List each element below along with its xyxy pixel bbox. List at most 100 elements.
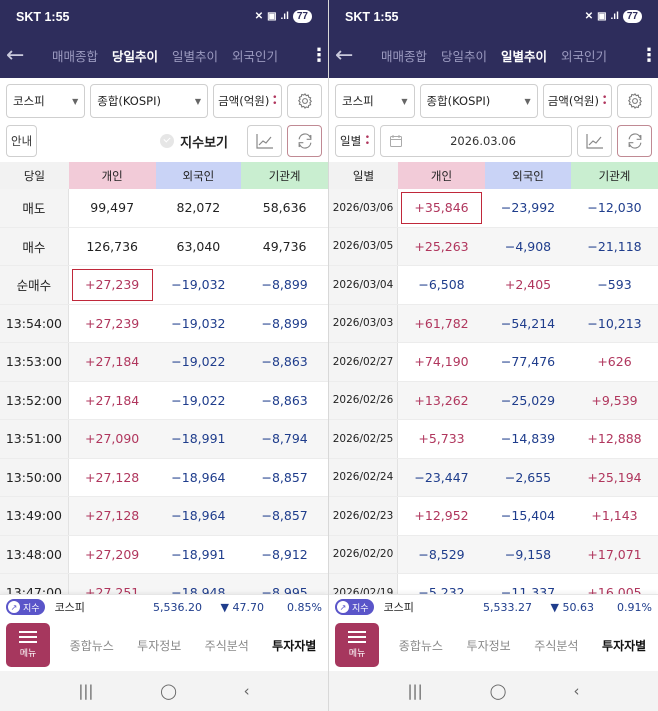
unit-select[interactable]: 금액(억원) • • [213, 84, 283, 118]
guide-button[interactable]: 안내 [6, 125, 38, 157]
cell-institution: 49,736 [262, 238, 307, 254]
bottom-tab-by-investor[interactable]: 투자자별 [272, 638, 317, 653]
more-vertical-icon[interactable]: ⋮ [640, 44, 658, 66]
cell-institution: −10,213 [571, 304, 658, 342]
menu-label: 메뉴 [19, 649, 37, 659]
table-row: 2026/03/04 −6,508 +2,405 −593 [329, 266, 658, 305]
ticker-change: ▼ 47.70 [220, 600, 264, 614]
top-nav: ← 매매종합 당일추이 일별추이 외국인기 ⋮ [0, 33, 328, 78]
tab-trading-summary[interactable]: 매매종합 [381, 49, 428, 64]
chart-button[interactable] [577, 125, 612, 157]
line-chart-icon [585, 134, 603, 149]
table-row: 13:49:00 +27,128 −18,964 −8,857 [0, 497, 328, 536]
ticker-price: 5,536.20 [153, 600, 202, 614]
cell-individual: +74,190 [414, 354, 469, 370]
chevron-down-icon: ▼ [194, 96, 202, 106]
show-index-toggle[interactable]: 지수보기 [160, 132, 228, 151]
chevron-down-icon: ▼ [401, 96, 408, 106]
cell-institution: −593 [597, 277, 632, 293]
settings-button[interactable] [617, 84, 652, 118]
bottom-tab-stock-analysis[interactable]: 주식분석 [534, 638, 579, 653]
index-select[interactable]: 종합(KOSPI) ▼ [419, 84, 538, 118]
cell-foreign: +2,405 [504, 277, 552, 293]
filter-controls: 코스피 ▼ 종합(KOSPI) ▼ 금액(억원) • • 일별 • • [329, 78, 658, 158]
table-row: 2026/02/20 −8,529 −9,158 +17,071 [329, 535, 658, 574]
tab-foreign-popular[interactable]: 외국인기 [561, 49, 608, 64]
row-time: 13:51:00 [0, 420, 69, 458]
unit-select[interactable]: 금액(억원) • • [542, 84, 613, 118]
unit-select-value: 금액(억원) [547, 94, 599, 108]
system-back-icon[interactable]: ‹ [243, 682, 250, 700]
cell-individual: −6,508 [418, 277, 465, 293]
cell-individual: +27,090 [68, 420, 156, 458]
back-arrow-icon[interactable]: ← [335, 42, 354, 68]
cell-institution: −8,863 [241, 343, 328, 381]
market-select[interactable]: 코스피 ▼ [6, 84, 86, 118]
table-row: 13:50:00 +27,128 −18,964 −8,857 [0, 458, 328, 497]
period-select[interactable]: 일별 • • [335, 125, 375, 157]
cell-foreign: −19,022 [171, 392, 226, 408]
settings-button[interactable] [287, 84, 322, 118]
index-ticker[interactable]: ↗ 지수 코스피 5,536.20 ▼ 47.70 0.85% [0, 594, 328, 619]
cell-individual: 126,736 [86, 238, 139, 254]
row-time: 13:49:00 [0, 497, 69, 535]
row-date: 2026/03/06 [329, 189, 398, 227]
home-icon[interactable]: ◯ [160, 682, 177, 700]
cell-individual: +27,128 [85, 469, 140, 485]
bottom-nav: 메뉴 종합뉴스 투자정보 주식분석 투자자별 [329, 619, 658, 671]
battery-icon: 77 [622, 10, 642, 23]
index-ticker[interactable]: ↗ 지수 코스피 5,533.27 ▼ 50.63 0.91% [329, 594, 658, 619]
tab-intraday-trend[interactable]: 당일추이 [441, 49, 488, 64]
index-select-value: 종합(KOSPI) [426, 94, 491, 108]
wifi-icon: ▣ [267, 11, 277, 22]
cell-individual: +27,184 [85, 392, 140, 408]
refresh-button[interactable] [287, 125, 322, 157]
chart-button[interactable] [247, 125, 282, 157]
tab-daily-trend[interactable]: 일별추이 [501, 49, 548, 64]
market-select[interactable]: 코스피 ▼ [335, 84, 415, 118]
table-row: 13:54:00 +27,239 −19,032 −8,899 [0, 304, 328, 343]
recent-apps-icon[interactable]: ||| [78, 682, 94, 700]
more-vertical-icon[interactable]: ⋮ [310, 44, 328, 66]
cell-individual-highlighted: +35,846 [398, 189, 485, 227]
trend-up-icon: ↗ [8, 601, 20, 613]
date-picker[interactable]: 2026.03.06 [380, 125, 572, 157]
bottom-tab-by-investor[interactable]: 투자자별 [602, 638, 647, 653]
bottom-tab-invest-info[interactable]: 투자정보 [466, 638, 511, 653]
refresh-button[interactable] [617, 125, 652, 157]
ticker-percent: 0.85% [287, 600, 322, 614]
menu-button[interactable]: 메뉴 [335, 623, 379, 667]
status-icons: ✕ ▣ .ıl 77 [585, 10, 642, 23]
cell-foreign: −18,991 [155, 420, 242, 458]
cell-institution: 58,636 [262, 200, 307, 216]
cell-foreign: −15,404 [500, 508, 556, 524]
tab-foreign-popular[interactable]: 외국인기 [232, 49, 279, 64]
tab-trading-summary[interactable]: 매매종합 [52, 49, 99, 64]
ticker-percent: 0.91% [617, 600, 652, 614]
cell-institution: −8,794 [241, 420, 328, 458]
menu-button[interactable]: 메뉴 [6, 623, 50, 667]
chevron-down-icon: ▼ [524, 96, 531, 106]
back-arrow-icon[interactable]: ← [6, 42, 25, 68]
bottom-tab-news[interactable]: 종합뉴스 [398, 638, 443, 653]
tab-intraday-trend[interactable]: 당일추이 [112, 49, 159, 64]
hamburger-icon [348, 631, 366, 643]
recent-apps-icon[interactable]: ||| [407, 682, 423, 700]
index-select[interactable]: 종합(KOSPI) ▼ [90, 84, 209, 118]
cell-institution: +9,539 [571, 381, 658, 419]
tab-bar: 매매종합 당일추이 일별추이 외국인기 [38, 46, 310, 65]
bottom-tab-news[interactable]: 종합뉴스 [69, 638, 114, 653]
table-row: 2026/02/23 +12,952 −15,404 +1,143 [329, 497, 658, 536]
bottom-tab-stock-analysis[interactable]: 주식분석 [204, 638, 249, 653]
table-row: 2026/03/05 +25,263 −4,908 −21,118 [329, 227, 658, 266]
cell-institution: +12,888 [587, 431, 642, 447]
header-individual: 개인 [398, 162, 485, 189]
bottom-tab-invest-info[interactable]: 투자정보 [137, 638, 182, 653]
status-bar: SKT 1:55 ✕ ▣ .ıl 77 [0, 0, 328, 33]
home-icon[interactable]: ◯ [489, 682, 507, 700]
cell-institution: −21,118 [571, 227, 658, 265]
system-back-icon[interactable]: ‹ [573, 682, 580, 700]
tab-daily-trend[interactable]: 일별추이 [172, 49, 219, 64]
bottom-nav: 메뉴 종합뉴스 투자정보 주식분석 투자자별 [0, 619, 328, 671]
cell-individual: +27,239 [85, 315, 140, 331]
